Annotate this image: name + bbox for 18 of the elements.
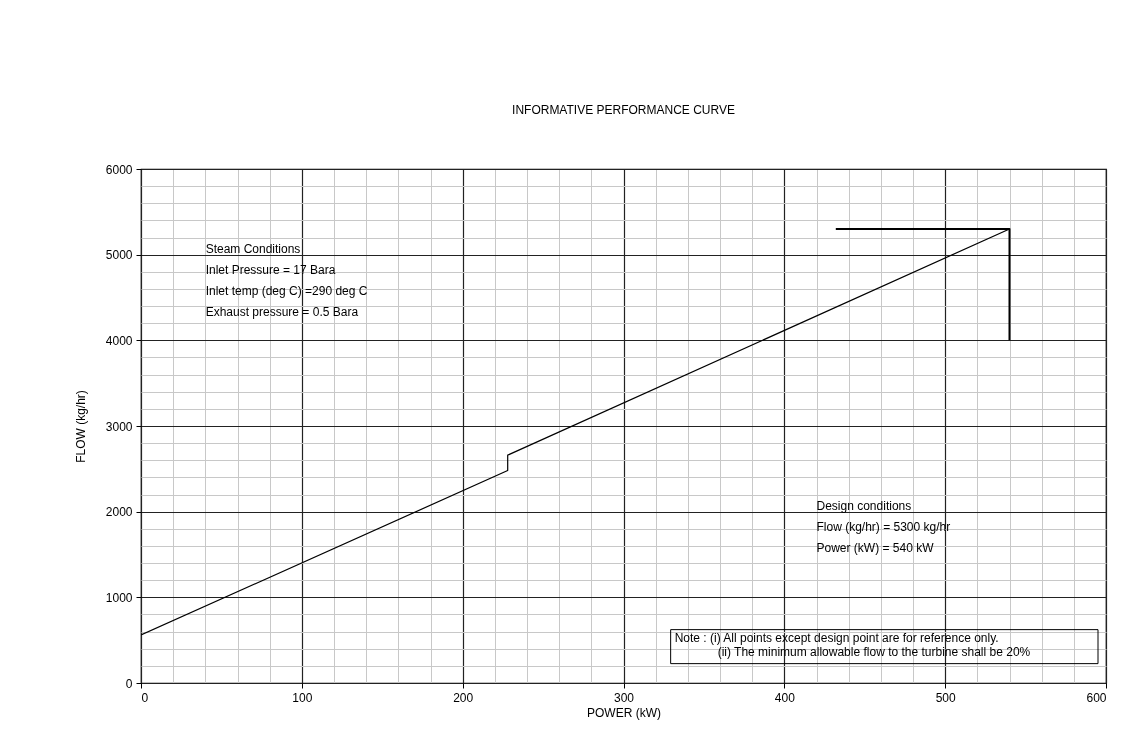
y-tick-label: 2000	[105, 505, 133, 520]
y-tick-label: 0	[125, 676, 133, 691]
x-axis-title: POWER (kW)	[587, 705, 661, 720]
y-tick-label: 4000	[105, 333, 133, 348]
y-tick-label: 3000	[105, 419, 133, 434]
x-tick-label: 600	[1086, 690, 1107, 705]
y-tick-label: 6000	[105, 162, 133, 177]
x-tick-label: 500	[935, 690, 956, 705]
y-tick-label: 1000	[105, 590, 133, 605]
x-tick-label: 200	[453, 690, 474, 705]
x-tick-label: 300	[613, 690, 635, 705]
x-tick-label: 100	[292, 690, 313, 705]
y-tick-label: 5000	[105, 248, 133, 263]
chart-title: INFORMATIVE PERFORMANCE CURVE	[512, 103, 735, 117]
x-tick-label: 400	[774, 690, 796, 705]
y-axis-title: FLOW (kg/hr)	[73, 390, 88, 463]
annotation: Design conditions Flow (kg/hr) = 5300 kg/hr Power (kW) = 540 kW	[816, 498, 951, 555]
x-tick-label: 0	[141, 690, 149, 705]
